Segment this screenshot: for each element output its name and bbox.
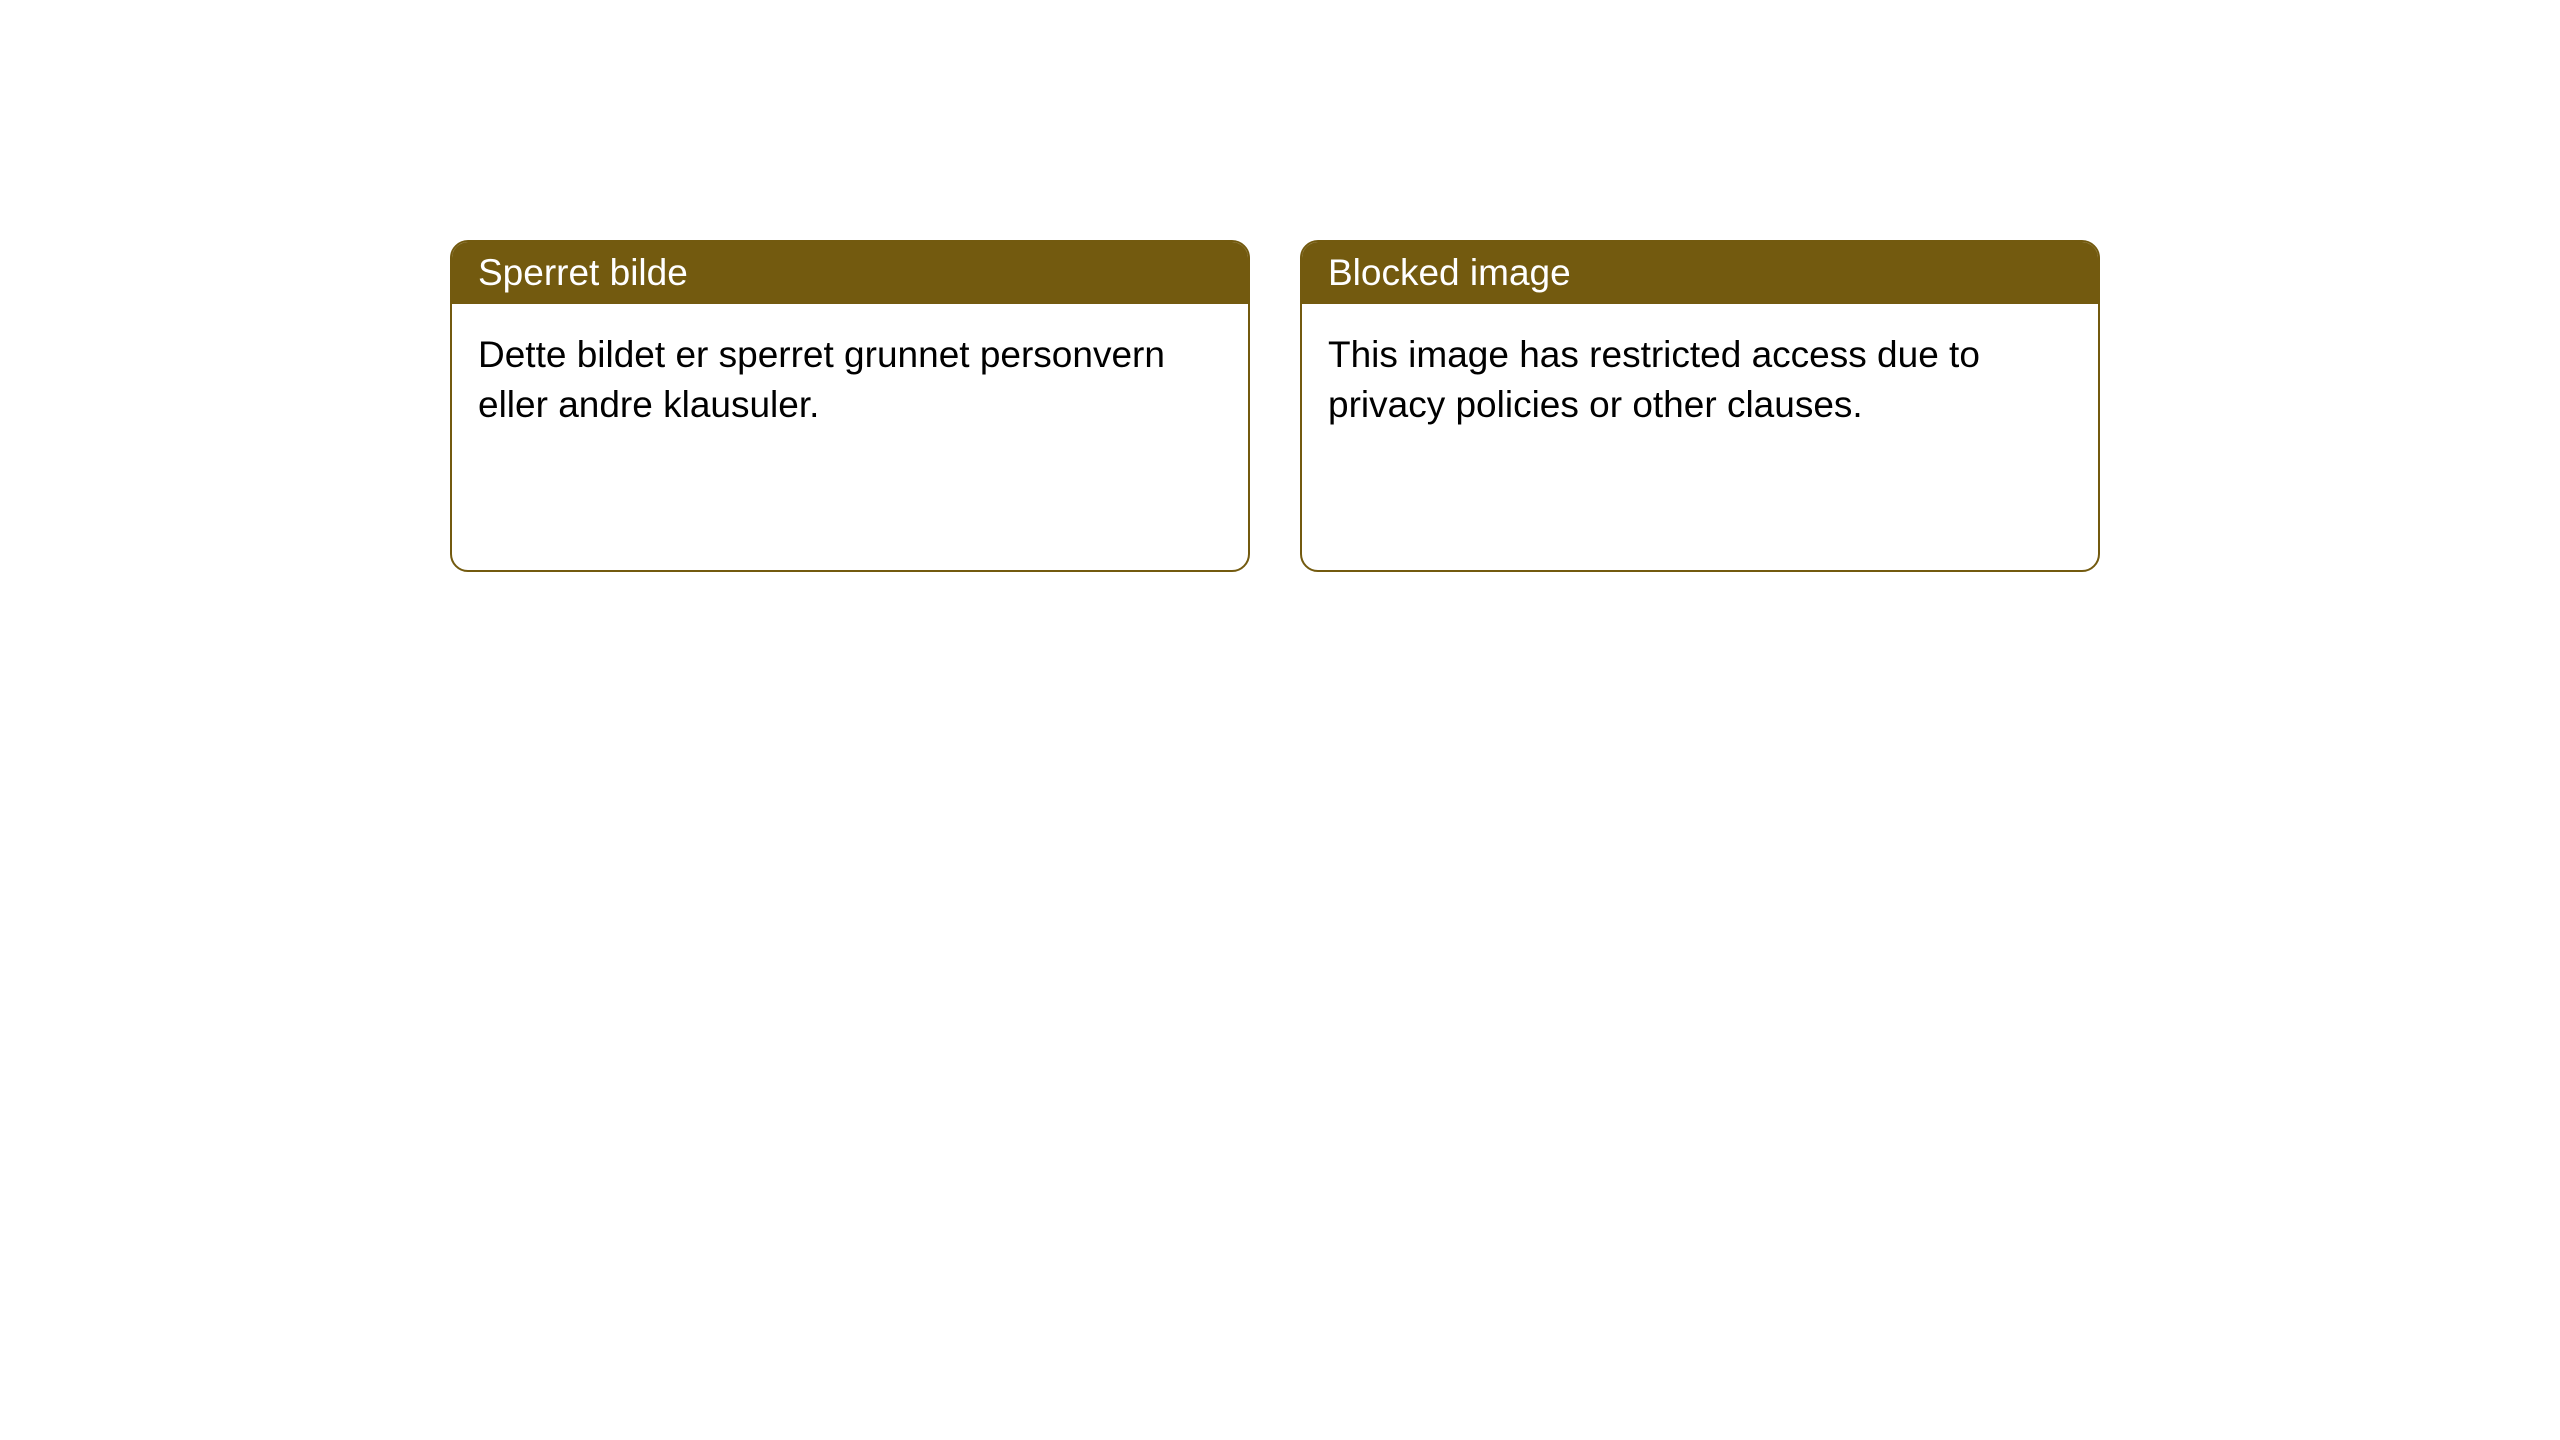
notice-card-norwegian: Sperret bilde Dette bildet er sperret gr…	[450, 240, 1250, 572]
notice-container: Sperret bilde Dette bildet er sperret gr…	[0, 0, 2560, 572]
notice-body: Dette bildet er sperret grunnet personve…	[452, 304, 1248, 456]
notice-title: Blocked image	[1302, 242, 2098, 304]
notice-title: Sperret bilde	[452, 242, 1248, 304]
notice-card-english: Blocked image This image has restricted …	[1300, 240, 2100, 572]
notice-body: This image has restricted access due to …	[1302, 304, 2098, 456]
